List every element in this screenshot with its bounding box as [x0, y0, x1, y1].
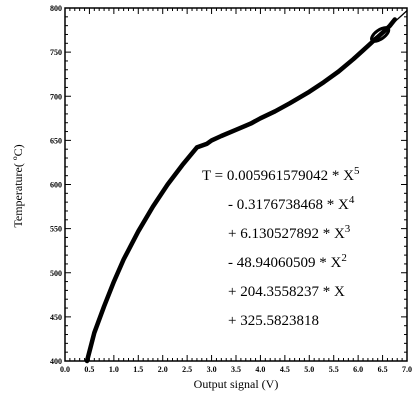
equation-line-6: + 325.5823818: [228, 313, 319, 329]
axis-ticks: [64, 7, 408, 362]
y-tick-label: 700: [50, 92, 62, 101]
y-tick-label: 650: [50, 136, 62, 145]
x-axis-title: Output signal (V): [194, 377, 279, 391]
x-tick-label: 7.0: [402, 365, 412, 374]
y-tick-label: 500: [50, 269, 62, 278]
x-tick-label: 4.0: [255, 365, 265, 374]
series-group: [84, 9, 408, 364]
x-tick-label: 1.0: [109, 365, 119, 374]
y-axis-title: Temperature( ºC): [11, 144, 25, 227]
fit-equation: T = 0.005961579042 * X5 - 0.3176738468 *…: [202, 165, 360, 329]
equation-line-5: + 204.3558237 * X: [228, 284, 345, 300]
x-tick-label: 6.5: [378, 365, 388, 374]
x-tick-label: 1.5: [133, 365, 143, 374]
hysteresis-loop: [370, 26, 391, 43]
plot-frame: [64, 7, 408, 362]
equation-line-3: + 6.130527892 * X3: [228, 223, 351, 242]
equation-line-2: - 0.3176738468 * X4: [228, 194, 355, 213]
x-tick-labels: 0.0 0.5 1.0 1.5 2.0 2.5 3.0 3.5 4.0 4.5 5.0 5.5 6.0 6…: [60, 365, 412, 374]
equation-line-4: - 48.94060509 * X2: [228, 252, 347, 271]
y-tick-labels: 400 450 500 550 600 650 700 750 800: [50, 4, 62, 366]
y-tick-label: 750: [50, 48, 62, 57]
y-tick-label: 800: [50, 4, 62, 13]
x-tick-label: 2.5: [182, 365, 192, 374]
x-tick-label: 3.5: [231, 365, 241, 374]
series-line-measured: [84, 17, 398, 364]
series-line-fit: [372, 9, 408, 40]
x-tick-label: 0.0: [60, 365, 70, 374]
x-tick-label: 5.0: [304, 365, 314, 374]
y-tick-label: 450: [50, 313, 62, 322]
x-tick-label: 0.5: [84, 365, 94, 374]
x-tick-label: 6.0: [353, 365, 363, 374]
x-tick-label: 4.5: [280, 365, 290, 374]
x-tick-label: 2.0: [158, 365, 168, 374]
equation-line-1: T = 0.005961579042 * X5: [202, 165, 360, 184]
y-tick-label: 400: [50, 357, 62, 366]
x-tick-label: 5.5: [329, 365, 339, 374]
y-tick-label: 600: [50, 181, 62, 190]
x-tick-label: 3.0: [207, 365, 217, 374]
y-tick-label: 550: [50, 225, 62, 234]
